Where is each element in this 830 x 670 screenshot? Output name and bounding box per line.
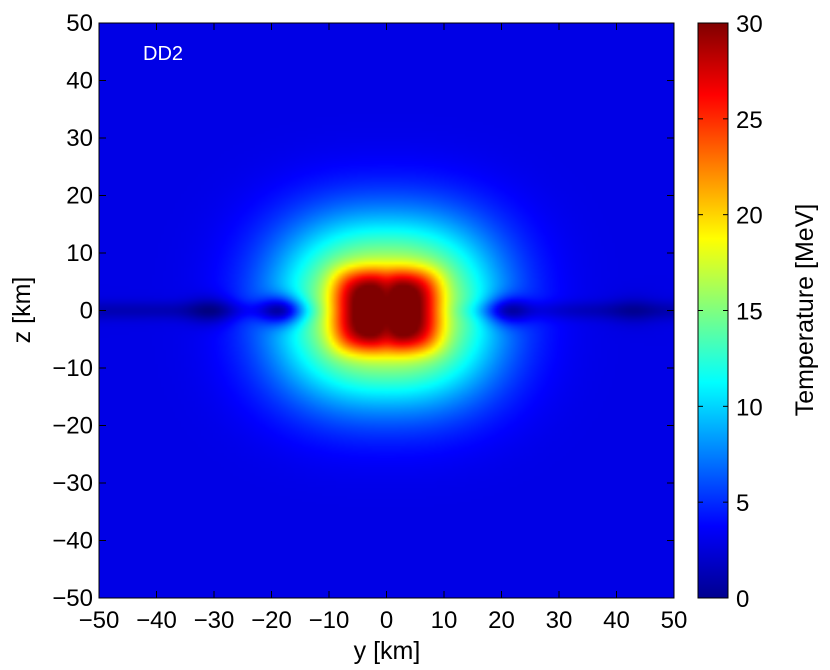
y-axis: −50 −40 −30 −20 −10 0 10 20 30 40 50 — [52, 10, 674, 612]
x-tick-label: 50 — [661, 607, 688, 634]
x-tick-label: −20 — [251, 607, 292, 634]
x-tick-label: 10 — [431, 607, 458, 634]
heatmap-plot-area: DD2 — [98, 22, 675, 599]
x-tick-label: 40 — [603, 607, 630, 634]
x-tick-label: −50 — [79, 607, 120, 634]
colorbar-tick-label: 15 — [736, 299, 763, 326]
x-tick-label: 30 — [546, 607, 573, 634]
y-tick-label: 10 — [66, 240, 93, 267]
colorbar-tick-label: 10 — [736, 394, 763, 421]
x-tick-label: −40 — [136, 607, 177, 634]
y-axis-label: z [km] — [8, 277, 36, 344]
x-axis-label: y [km] — [354, 637, 421, 665]
colorbar-tick-label: 5 — [736, 490, 749, 517]
x-tick-label: −10 — [309, 607, 350, 634]
colorbar-ticks: 0 5 10 15 20 25 30 — [698, 11, 763, 613]
colorbar-tick-label: 20 — [736, 203, 763, 230]
x-tick-label: 20 — [488, 607, 515, 634]
x-tick-label: 0 — [380, 607, 393, 634]
y-tick-label: −10 — [52, 355, 93, 382]
y-tick-label: 50 — [66, 10, 93, 37]
colorbar-tick-label: 25 — [736, 107, 763, 134]
y-tick-label: 30 — [66, 125, 93, 152]
colorbar-tick-label: 30 — [736, 11, 763, 38]
y-tick-label: −50 — [52, 585, 93, 612]
y-tick-label: −30 — [52, 470, 93, 497]
x-tick-label: −30 — [194, 607, 235, 634]
colorbar-tick-label: 0 — [736, 586, 749, 613]
colorbar-label: Temperature [MeV] — [791, 204, 819, 417]
heatmap-field — [99, 23, 674, 598]
y-tick-label: 40 — [66, 68, 93, 95]
y-tick-label: 20 — [66, 183, 93, 210]
y-tick-label: −20 — [52, 413, 93, 440]
model-annotation: DD2 — [143, 43, 183, 65]
y-tick-label: 0 — [80, 298, 93, 325]
y-tick-label: −40 — [52, 528, 93, 555]
colorbar: 0 5 10 15 20 25 30 Temperature [MeV] — [697, 11, 819, 613]
x-axis: −50 −40 −30 −20 −10 0 10 20 30 40 50 — [79, 23, 688, 634]
